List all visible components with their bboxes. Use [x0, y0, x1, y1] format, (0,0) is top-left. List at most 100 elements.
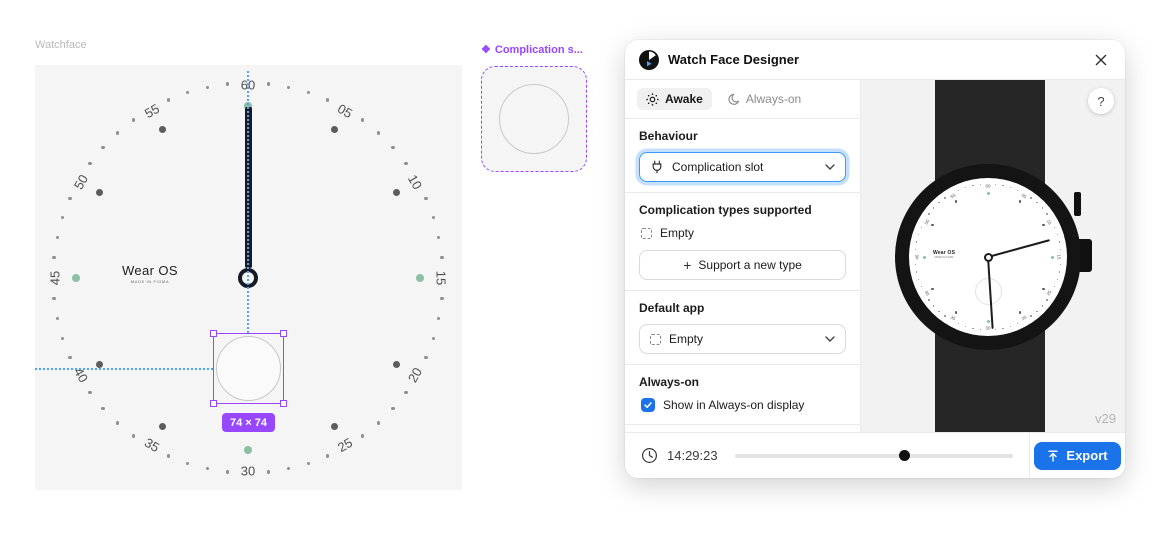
dial-marker [330, 125, 338, 133]
time-slider[interactable] [734, 449, 1013, 463]
support-new-type-button[interactable]: + Support a new type [639, 250, 846, 280]
time-display: 14:29:23 [667, 448, 718, 463]
always-on-checkbox-row[interactable]: Show in Always-on display [641, 398, 846, 412]
dial-marker [1050, 255, 1054, 259]
dial-marker [115, 421, 120, 425]
dial-marker [931, 223, 934, 227]
dial-marker [979, 183, 982, 186]
dial-marker [1002, 184, 1004, 187]
resize-handle-top-right[interactable] [280, 330, 287, 337]
dial-marker [68, 355, 72, 360]
default-app-select[interactable]: Empty [639, 324, 846, 354]
dial-number: 50 [70, 171, 91, 192]
mode-tabs: Awake Always-on [625, 80, 860, 119]
frame-label[interactable]: Watchface [35, 39, 87, 51]
export-area: Export [1030, 433, 1125, 478]
dial-marker [1016, 322, 1019, 325]
dial-marker [1018, 200, 1022, 203]
dial-marker [1036, 202, 1038, 204]
complication-slot-component[interactable] [481, 66, 587, 172]
alignment-guide-horizontal [35, 368, 213, 370]
dial-marker [1053, 285, 1056, 288]
dial-marker [1041, 207, 1043, 209]
dial-marker [360, 118, 365, 122]
dial-number: 55 [949, 192, 956, 199]
dial-marker [1036, 310, 1038, 312]
dial-number: 35 [141, 435, 162, 456]
dial-marker [1056, 233, 1059, 236]
dial-marker [266, 82, 271, 86]
help-button[interactable]: ? [1088, 88, 1114, 114]
watchface-frame[interactable]: 05 10 15 20 25 30 35 40 45 50 55 60 Wear OS MADE IN… [35, 65, 462, 490]
resize-handle-top-left[interactable] [210, 330, 217, 337]
dial-marker [393, 188, 401, 196]
behaviour-select[interactable]: Complication slot [639, 152, 846, 182]
dial-marker [1046, 299, 1048, 301]
slider-thumb[interactable] [899, 450, 911, 461]
dial-marker [979, 328, 982, 331]
dial-marker [185, 461, 190, 466]
behaviour-label: Behaviour [639, 129, 698, 143]
checkbox-checked[interactable] [641, 398, 655, 412]
dial-marker [205, 85, 210, 89]
dial-marker [88, 390, 92, 395]
dial-marker [1059, 248, 1062, 251]
component-label[interactable]: ❖ Complication s... [481, 43, 583, 57]
resize-handle-bottom-right[interactable] [280, 400, 287, 407]
component-diamond-icon: ❖ [481, 44, 491, 56]
dial-marker [101, 145, 105, 150]
dial-marker [101, 406, 105, 411]
dial-marker [158, 423, 166, 431]
dial-marker [986, 319, 990, 323]
dial-marker [928, 213, 930, 215]
dial-marker [938, 202, 940, 204]
dial-marker [994, 328, 997, 331]
tab-always-on[interactable]: Always-on [718, 88, 810, 110]
dial-number: 20 [405, 364, 426, 385]
dial-number: 10 [405, 171, 426, 192]
complication-slot-circle [216, 336, 281, 401]
watch-side-button [1074, 192, 1081, 216]
dial-marker [440, 296, 444, 301]
dial-marker [416, 274, 424, 282]
dial-marker [88, 161, 92, 166]
dial-marker [440, 255, 444, 260]
always-on-label: Always-on [639, 375, 700, 389]
dial-marker [404, 390, 408, 395]
settings-panel: Awake Always-on Behaviour [625, 80, 861, 432]
dial-marker [391, 406, 395, 411]
slider-track[interactable] [734, 453, 1013, 458]
dial-marker [286, 85, 291, 89]
dial-marker [1009, 186, 1012, 189]
empty-app-icon [650, 333, 661, 345]
dial-marker [1042, 223, 1045, 227]
dial-number: 50 [923, 218, 930, 225]
dial-marker [954, 200, 958, 203]
dial-marker [917, 278, 920, 281]
dial-marker [325, 98, 330, 102]
dial-number: 25 [334, 435, 355, 456]
export-button[interactable]: Export [1034, 441, 1121, 470]
power-plug-icon [650, 160, 664, 174]
dial-marker [424, 196, 428, 201]
complication-slot-selection[interactable] [210, 330, 287, 407]
dial-marker [920, 285, 922, 288]
dial-marker [1041, 305, 1043, 307]
size-badge: 74 × 74 [222, 413, 275, 432]
dial-marker [115, 131, 120, 135]
dial-marker [95, 188, 103, 196]
dial-marker [391, 145, 395, 150]
dial-number: 45 [914, 254, 920, 260]
dial-marker [931, 287, 934, 291]
dial-number: 55 [141, 100, 162, 121]
dial-marker [972, 184, 974, 187]
dial-marker [68, 196, 72, 201]
close-icon[interactable] [1091, 50, 1111, 70]
dial-marker [166, 454, 171, 458]
type-item-empty[interactable]: Empty [641, 226, 846, 240]
dial-marker [1030, 315, 1032, 317]
tab-awake[interactable]: Awake [637, 88, 712, 110]
resize-handle-bottom-left[interactable] [210, 400, 217, 407]
dial-marker [205, 466, 210, 471]
dial-marker [185, 90, 190, 95]
